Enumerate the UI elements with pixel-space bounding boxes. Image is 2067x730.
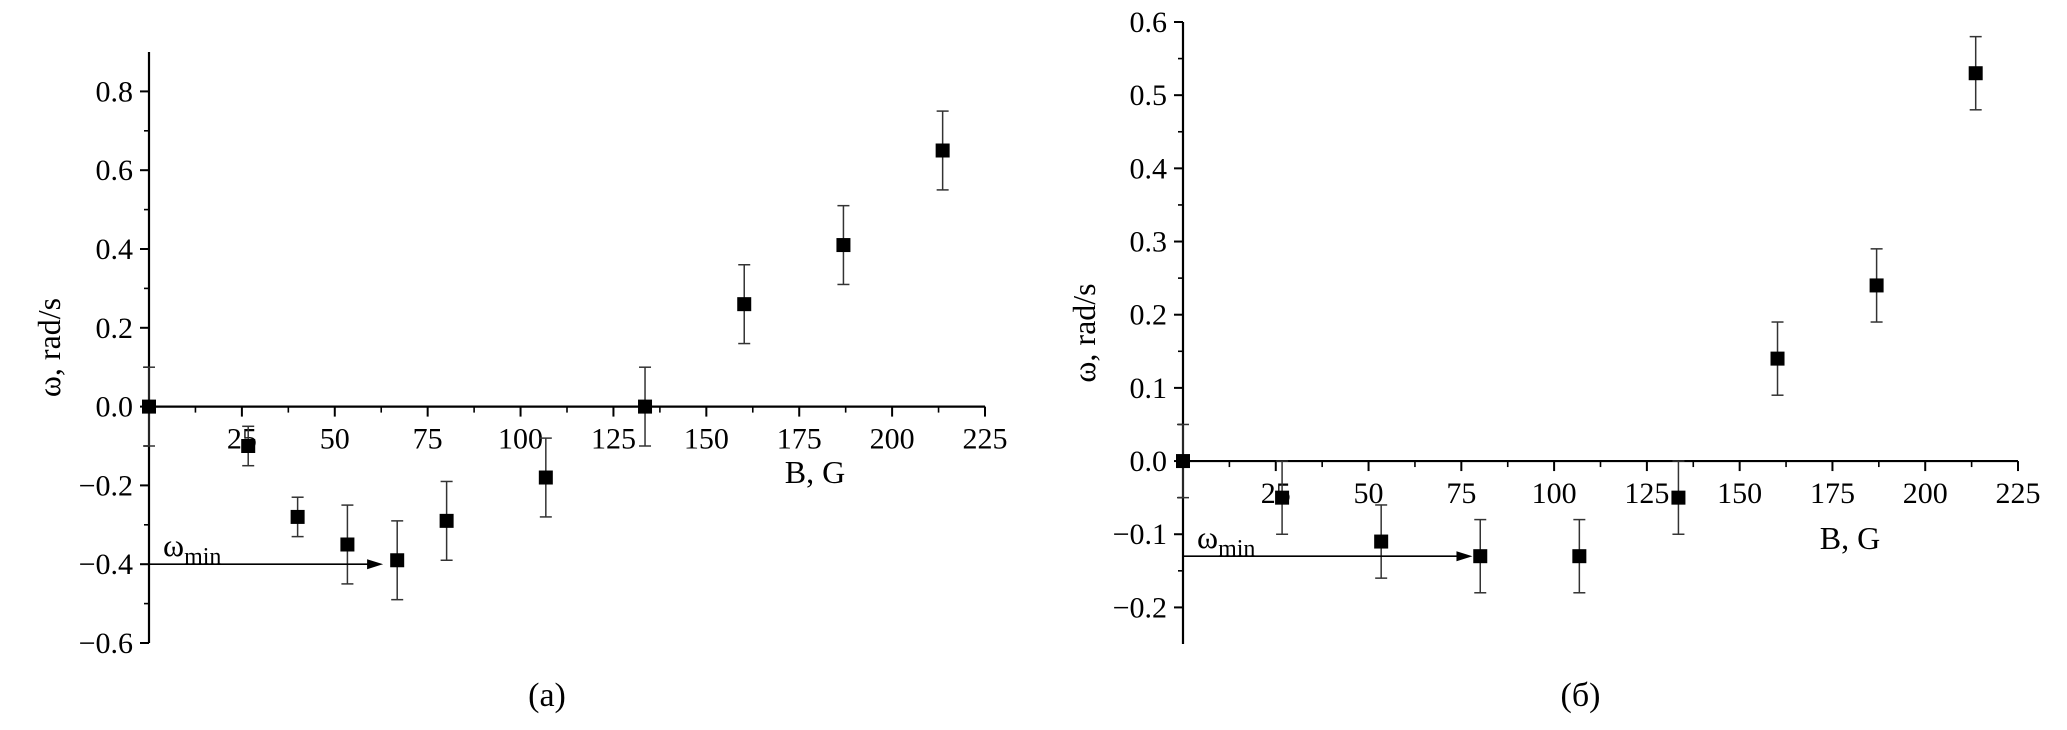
panel-caption: (a) <box>528 677 566 714</box>
data-point <box>1374 534 1389 549</box>
x-tick-label: 225 <box>963 423 1008 456</box>
y-tick-label: −0.1 <box>1113 518 1167 551</box>
x-tick-label: 175 <box>777 423 822 456</box>
data-point <box>638 399 653 414</box>
y-tick-label: 0.4 <box>1130 152 1168 185</box>
data-point <box>390 553 405 568</box>
panel-caption: (б) <box>1561 677 1601 714</box>
y-tick-label: −0.4 <box>79 548 133 581</box>
y-tick-label: −0.6 <box>79 627 133 660</box>
y-tick-label: 0.1 <box>1130 372 1168 405</box>
x-tick-label: 100 <box>1532 477 1577 510</box>
x-tick-label: 75 <box>1446 477 1476 510</box>
x-tick-label: 150 <box>1717 477 1762 510</box>
y-tick-label: 0.6 <box>1130 6 1168 39</box>
x-tick-label: 175 <box>1810 477 1855 510</box>
x-tick-label: 50 <box>320 423 350 456</box>
y-tick-label: 0.4 <box>96 233 134 266</box>
data-point <box>836 238 851 253</box>
data-point <box>1572 549 1587 564</box>
panel-a: −0.6−0.4−0.20.00.20.40.60.82550751001251… <box>31 52 1008 714</box>
y-tick-label: 0.0 <box>1130 445 1168 478</box>
annotation-arrowhead <box>367 559 384 570</box>
data-point <box>1473 549 1488 564</box>
data-point <box>290 509 305 524</box>
x-axis-label: B, G <box>1820 520 1880 556</box>
y-tick-label: 0.5 <box>1130 79 1168 112</box>
data-point <box>142 399 156 414</box>
x-tick-label: 150 <box>684 423 729 456</box>
data-point <box>1671 490 1686 505</box>
x-tick-label: 125 <box>1624 477 1669 510</box>
x-tick-label: 225 <box>1996 477 2041 510</box>
y-axis-label: ω, rad/s <box>1066 283 1102 382</box>
data-point <box>241 439 256 453</box>
y-tick-label: 0.0 <box>96 391 134 424</box>
y-tick-label: −0.2 <box>1113 591 1167 624</box>
y-tick-label: 0.2 <box>1130 299 1168 332</box>
data-point <box>737 297 752 312</box>
data-point <box>1275 490 1290 505</box>
y-tick-label: 0.6 <box>96 154 134 187</box>
x-tick-label: 200 <box>1903 477 1948 510</box>
data-point <box>1176 454 1190 469</box>
data-point <box>935 143 950 158</box>
data-point <box>439 513 454 528</box>
data-point <box>1869 278 1884 293</box>
x-tick-label: 100 <box>498 423 543 456</box>
x-axis-label: B, G <box>785 454 845 490</box>
x-tick-label: 125 <box>591 423 636 456</box>
y-tick-label: 0.8 <box>96 75 134 108</box>
data-point <box>538 470 553 485</box>
annotation-omega-min: ωmin <box>163 527 221 570</box>
x-tick-label: 200 <box>870 423 915 456</box>
y-tick-label: −0.2 <box>79 469 133 502</box>
annotation-arrowhead <box>1456 551 1473 562</box>
y-tick-label: 0.3 <box>1130 226 1168 259</box>
panel-b: −0.2−0.10.00.10.20.30.40.50.625507510012… <box>1066 6 2041 714</box>
y-axis-label: ω, rad/s <box>31 298 67 397</box>
data-point <box>340 537 355 552</box>
annotation-omega-min: ωmin <box>1197 519 1255 562</box>
x-tick-label: 75 <box>413 423 443 456</box>
data-point <box>1968 66 1983 81</box>
y-tick-label: 0.2 <box>96 312 134 345</box>
data-point <box>1770 351 1785 366</box>
